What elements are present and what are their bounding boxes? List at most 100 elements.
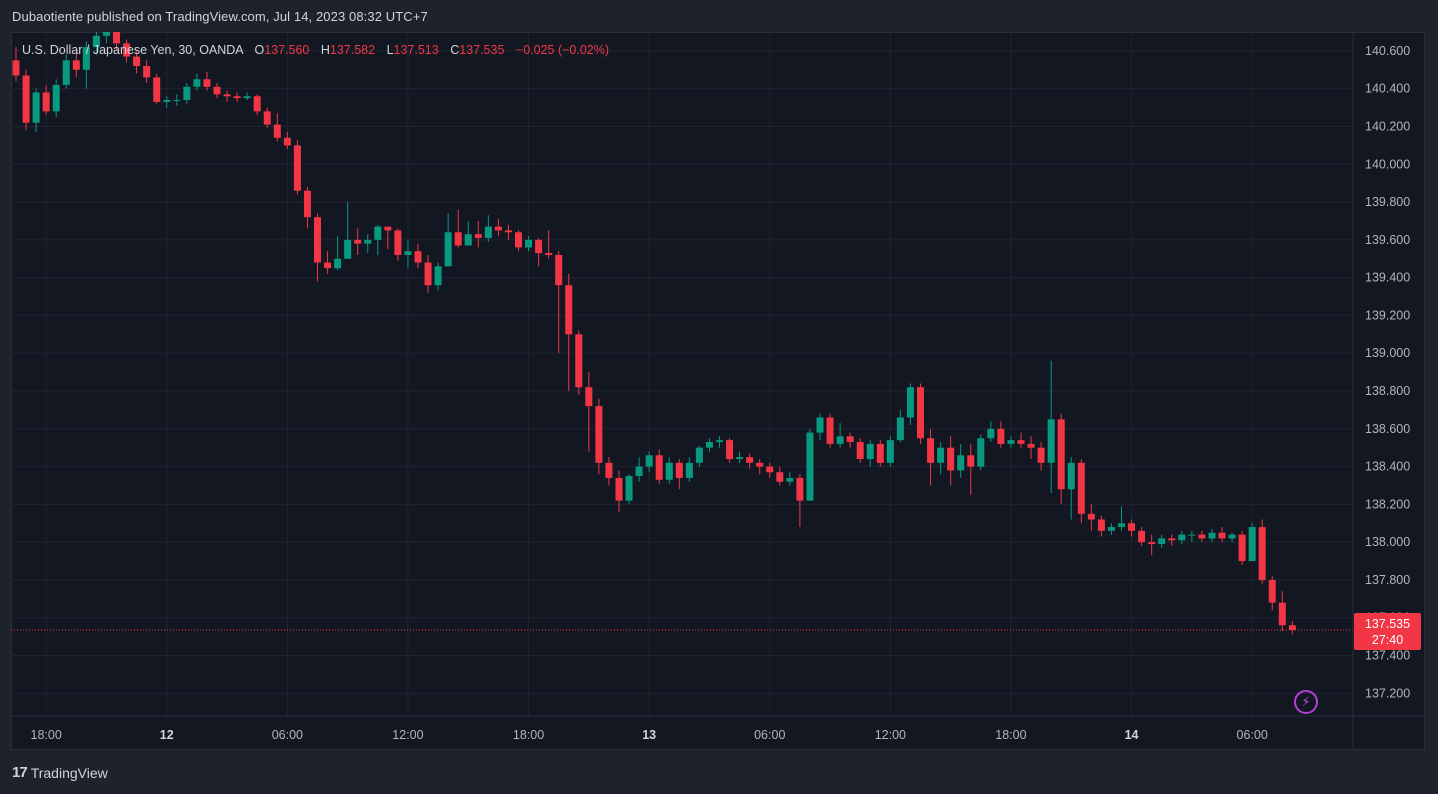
time-tick-label: 13	[642, 728, 656, 742]
candle	[806, 428, 814, 501]
candle	[1178, 530, 1186, 545]
candle	[444, 213, 452, 267]
candle-body	[253, 96, 261, 112]
candle	[62, 54, 70, 89]
candle	[756, 459, 764, 475]
candle-body	[1238, 534, 1246, 562]
candle-body	[766, 466, 774, 473]
candle-body	[314, 217, 321, 263]
time-tick-label: 12	[160, 728, 174, 742]
price-tick-label: 139.000	[1365, 346, 1410, 360]
candle	[826, 413, 834, 448]
time-tick-label: 12:00	[875, 728, 906, 742]
candle	[675, 459, 683, 490]
candle	[92, 32, 100, 55]
candle-body	[1107, 527, 1115, 531]
candle	[695, 445, 703, 467]
candle	[434, 262, 442, 291]
lightning-bolt-icon[interactable]: ⚡	[1294, 690, 1318, 714]
candle-body	[394, 230, 402, 255]
candle	[374, 224, 382, 255]
time-tick-label: 18:00	[995, 728, 1026, 742]
candle-body	[1268, 579, 1276, 603]
candle-body	[555, 254, 563, 286]
candle-body	[836, 436, 844, 444]
candle-body	[886, 440, 894, 463]
tradingview-brand: TradingView	[30, 764, 108, 781]
candle	[987, 421, 995, 443]
candle	[344, 202, 352, 259]
candle	[173, 94, 181, 106]
candle	[776, 466, 784, 486]
candle	[866, 440, 874, 467]
candle-body	[324, 262, 332, 269]
candle	[836, 423, 844, 448]
candle	[1097, 515, 1105, 537]
price-tick-label: 139.200	[1365, 308, 1410, 322]
candle	[545, 230, 553, 259]
candle-body	[565, 285, 573, 335]
candle	[1107, 523, 1115, 535]
price-tick-label: 138.800	[1365, 384, 1410, 398]
price-tick-label: 137.400	[1365, 649, 1410, 663]
candle-body	[223, 94, 231, 97]
candle-body	[655, 455, 663, 480]
candle-body	[896, 417, 904, 441]
candle	[364, 234, 372, 254]
candle	[565, 273, 573, 392]
candle-body	[866, 443, 874, 460]
candle-body	[515, 232, 522, 248]
candle-body	[163, 100, 171, 102]
candle-body	[595, 406, 603, 463]
candle	[113, 32, 120, 51]
candle	[143, 60, 151, 84]
candle	[1138, 527, 1146, 546]
symbol-title[interactable]: U.S. Dollar / Japanese Yen, 30, OANDA	[22, 43, 243, 57]
price-tick-label: 140.000	[1365, 157, 1410, 171]
candle-body	[705, 442, 713, 448]
candle	[1017, 432, 1025, 448]
candle	[42, 84, 50, 116]
candle	[22, 69, 30, 131]
candle	[82, 41, 90, 89]
candle	[414, 243, 422, 269]
candle-body	[645, 455, 653, 467]
price-tick-label: 138.200	[1365, 497, 1410, 511]
candle	[223, 90, 231, 102]
candle	[273, 113, 281, 142]
candle-body	[917, 387, 924, 439]
candle-body	[464, 234, 472, 246]
open-label: O	[254, 43, 265, 57]
candle-body	[1027, 443, 1035, 448]
candle-body	[806, 432, 814, 501]
candle	[1057, 413, 1065, 505]
tradingview-logo[interactable]: 17 TradingView	[12, 764, 108, 781]
candle	[1027, 436, 1035, 460]
candle	[685, 457, 693, 482]
candle	[354, 228, 362, 255]
candle	[394, 228, 402, 261]
candle	[1128, 519, 1136, 537]
candle-body	[615, 477, 623, 501]
candle	[1047, 360, 1055, 494]
candle-body	[1037, 447, 1045, 463]
close-value: 137.535	[459, 43, 505, 57]
candle	[665, 457, 673, 484]
candle	[645, 451, 653, 473]
candle-body	[1168, 538, 1176, 541]
tradingview-logo-mark: 17	[12, 764, 28, 781]
candle	[766, 462, 774, 478]
price-tick-label: 140.200	[1365, 119, 1410, 133]
candle	[32, 88, 40, 133]
candle	[1258, 519, 1266, 584]
candle	[52, 79, 60, 118]
candle	[102, 32, 110, 44]
candle-body	[82, 47, 90, 70]
candle-body	[1258, 527, 1266, 580]
candle-body	[786, 477, 794, 482]
candle	[906, 383, 914, 426]
candle	[655, 449, 663, 484]
candle	[494, 219, 502, 237]
candle	[474, 220, 482, 248]
candlestick-chart[interactable]: 137.200137.400137.600137.800138.000138.2…	[11, 32, 1425, 750]
